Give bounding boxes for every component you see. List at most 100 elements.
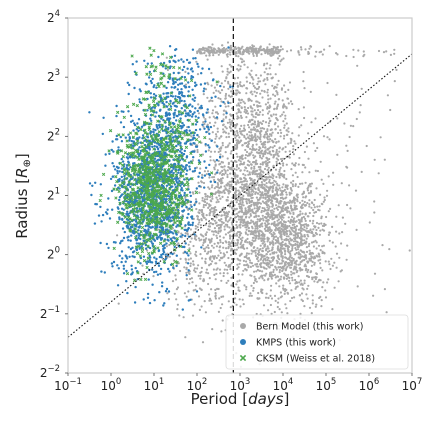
bern-model-point	[211, 176, 214, 179]
bern-model-point	[293, 163, 296, 167]
bern-model-point	[237, 102, 240, 105]
bern-model-point	[263, 71, 266, 74]
bern-model-point	[385, 50, 388, 53]
bern-model-point	[209, 211, 212, 214]
bern-model-point	[255, 143, 258, 146]
bern-model-point	[272, 243, 275, 246]
bern-model-point	[223, 168, 226, 171]
bern-model-point	[283, 292, 286, 295]
bern-model-point	[303, 279, 306, 282]
bern-model-point	[281, 256, 284, 260]
bern-model-point	[295, 248, 298, 251]
bern-model-point	[252, 126, 255, 129]
bern-model-point	[301, 268, 304, 271]
bern-model-point	[291, 132, 294, 135]
bern-model-point	[264, 160, 267, 163]
bern-model-point	[292, 240, 296, 243]
bern-model-point	[261, 109, 264, 112]
kmps-point	[135, 242, 138, 245]
bern-model-point	[201, 196, 204, 200]
bern-model-point	[217, 189, 220, 192]
bern-model-point	[215, 224, 219, 227]
bern-model-point	[218, 259, 221, 262]
bern-model-point	[182, 316, 185, 319]
bern-model-point	[279, 45, 283, 48]
bern-model-point	[230, 228, 233, 231]
bern-model-point	[259, 133, 262, 136]
bern-model-point	[280, 131, 283, 134]
bern-model-point	[210, 150, 213, 153]
bern-model-point	[167, 298, 170, 301]
bern-model-point	[253, 186, 256, 190]
bern-model-point	[236, 131, 239, 134]
bern-model-point	[265, 48, 268, 51]
bern-model-point	[208, 277, 211, 280]
kmps-point	[136, 122, 139, 125]
bern-model-point	[266, 258, 269, 262]
kmps-point	[88, 182, 92, 185]
bern-model-point	[261, 242, 265, 245]
bern-model-point	[253, 161, 256, 164]
bern-model-point	[240, 124, 243, 127]
kmps-point	[137, 129, 140, 133]
bern-model-point	[206, 252, 209, 255]
bern-model-point	[237, 51, 241, 54]
bern-model-point	[294, 171, 297, 174]
bern-model-point	[223, 214, 226, 217]
bern-model-point	[239, 198, 242, 201]
kmps-point	[167, 290, 171, 293]
bern-model-point	[250, 167, 253, 170]
bern-model-point	[217, 53, 220, 56]
bern-model-point	[208, 264, 211, 267]
bern-model-point	[300, 235, 303, 238]
bern-model-point	[258, 101, 261, 104]
kmps-point	[125, 156, 129, 159]
bern-model-point	[226, 175, 229, 179]
bern-model-point	[284, 231, 287, 234]
bern-model-point	[261, 249, 264, 253]
bern-model-point	[309, 191, 312, 194]
bern-model-point	[266, 78, 269, 81]
bern-model-point	[272, 222, 275, 225]
bern-model-point	[270, 273, 273, 276]
bern-model-point	[224, 116, 228, 119]
bern-model-point	[117, 302, 120, 305]
bern-model-point	[276, 262, 279, 265]
kmps-point	[102, 116, 105, 120]
kmps-point	[181, 308, 184, 311]
bern-model-point	[315, 228, 318, 232]
bern-model-point	[297, 185, 300, 188]
bern-model-point	[263, 183, 266, 186]
bern-model-point	[310, 121, 313, 124]
kmps-point	[144, 247, 148, 250]
bern-model-point	[277, 249, 280, 252]
bern-model-point	[271, 259, 274, 262]
kmps-point	[118, 254, 121, 257]
bern-model-point	[186, 233, 189, 236]
bern-model-point	[221, 144, 224, 147]
bern-model-point	[235, 104, 238, 107]
bern-model-point	[321, 250, 324, 253]
bern-model-point	[217, 232, 220, 235]
bern-model-point	[246, 112, 250, 115]
bern-model-point	[262, 304, 266, 307]
kmps-point	[180, 205, 184, 208]
bern-model-point	[224, 92, 228, 96]
bern-model-point	[279, 221, 282, 224]
bern-model-point	[243, 169, 246, 172]
kmps-point	[134, 220, 138, 223]
bern-model-point	[254, 155, 257, 158]
bern-model-point	[230, 90, 233, 93]
bern-model-point	[288, 201, 291, 204]
bern-model-point	[245, 260, 248, 263]
bern-model-point	[194, 250, 198, 253]
bern-model-point	[269, 289, 272, 292]
bern-model-point	[214, 292, 217, 295]
bern-model-point	[284, 114, 287, 117]
bern-model-point	[268, 273, 271, 276]
bern-model-point	[245, 116, 248, 119]
bern-model-point	[292, 268, 295, 271]
bern-model-point	[225, 188, 228, 191]
bern-model-point	[197, 237, 200, 240]
kmps-point	[165, 184, 169, 187]
